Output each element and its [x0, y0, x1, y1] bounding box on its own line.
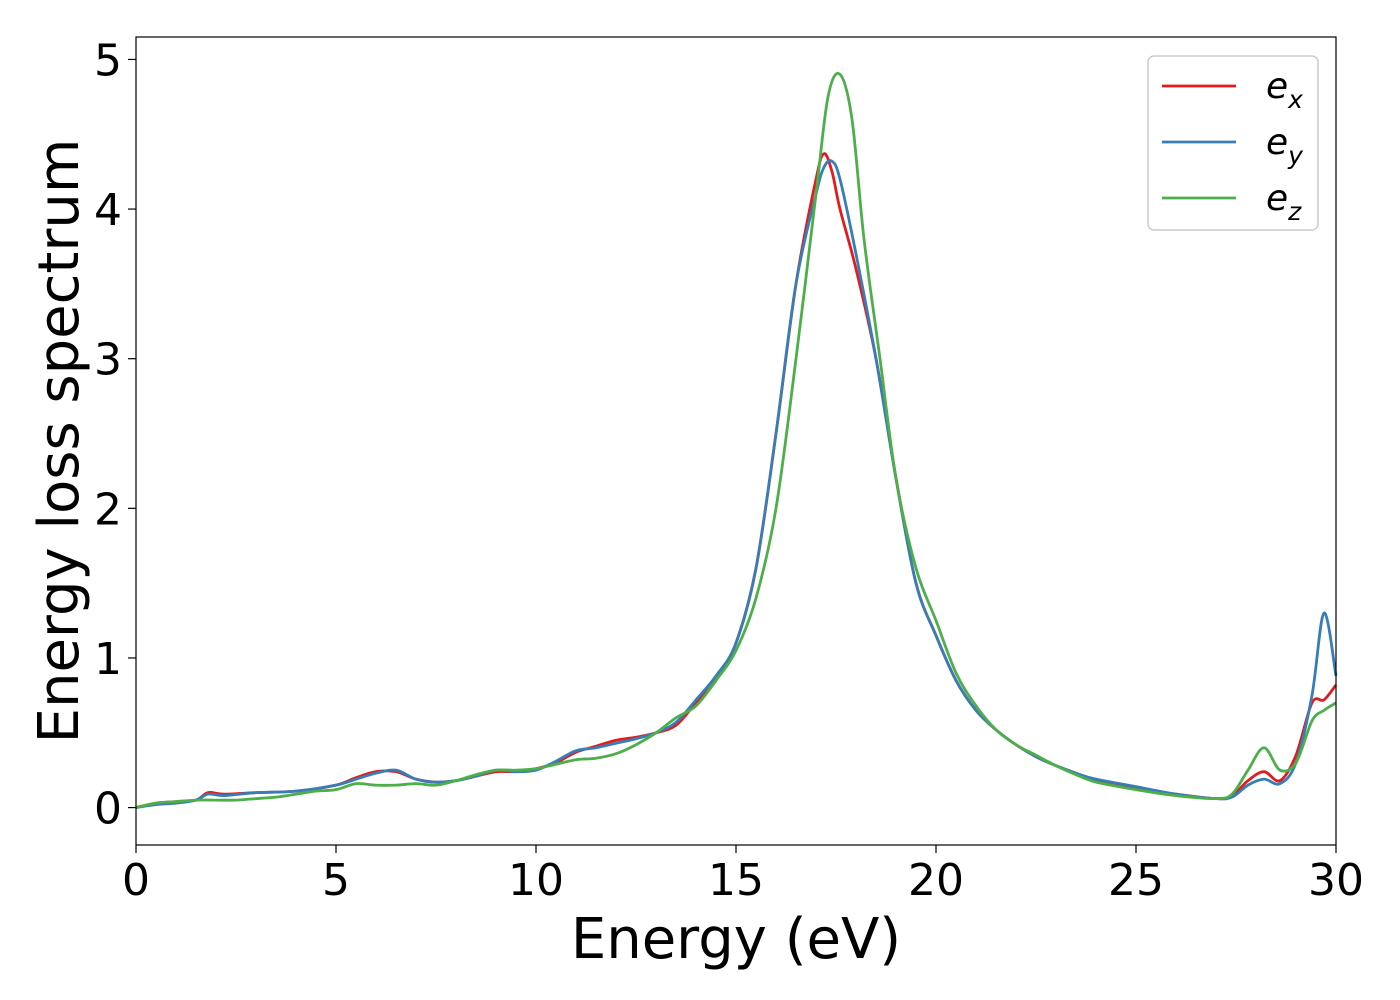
series-line-z — [135, 72, 1337, 809]
x-tick-label: 20 — [908, 855, 964, 906]
x-tick-label: 15 — [708, 855, 764, 906]
y-tick-label: 1 — [94, 634, 122, 685]
legend: ex ey ez — [1147, 55, 1319, 231]
y-tick-label: 3 — [94, 335, 122, 386]
y-tick-label: 0 — [94, 784, 122, 835]
x-tick-label: 30 — [1308, 855, 1364, 906]
x-axis-label: Energy (eV) — [571, 907, 901, 972]
x-axis: 0 5 10 15 20 25 30 — [122, 845, 1364, 906]
y-axis-label: Energy loss spectrum — [27, 139, 92, 744]
x-tick-label: 0 — [122, 855, 150, 906]
legend-label-y: ey — [1266, 122, 1304, 170]
y-tick-label: 4 — [94, 185, 122, 236]
legend-label-z: ez — [1266, 178, 1302, 226]
y-axis: 0 1 2 3 4 5 — [94, 35, 136, 835]
legend-label-x: ex — [1266, 66, 1303, 114]
y-tick-label: 2 — [94, 484, 122, 535]
y-tick-label: 5 — [94, 35, 122, 86]
series-line-y — [135, 159, 1338, 809]
series-layer — [135, 72, 1338, 809]
x-tick-label: 10 — [508, 855, 564, 906]
x-tick-label: 5 — [322, 855, 350, 906]
x-tick-label: 25 — [1108, 855, 1164, 906]
plot-background — [136, 37, 1336, 845]
